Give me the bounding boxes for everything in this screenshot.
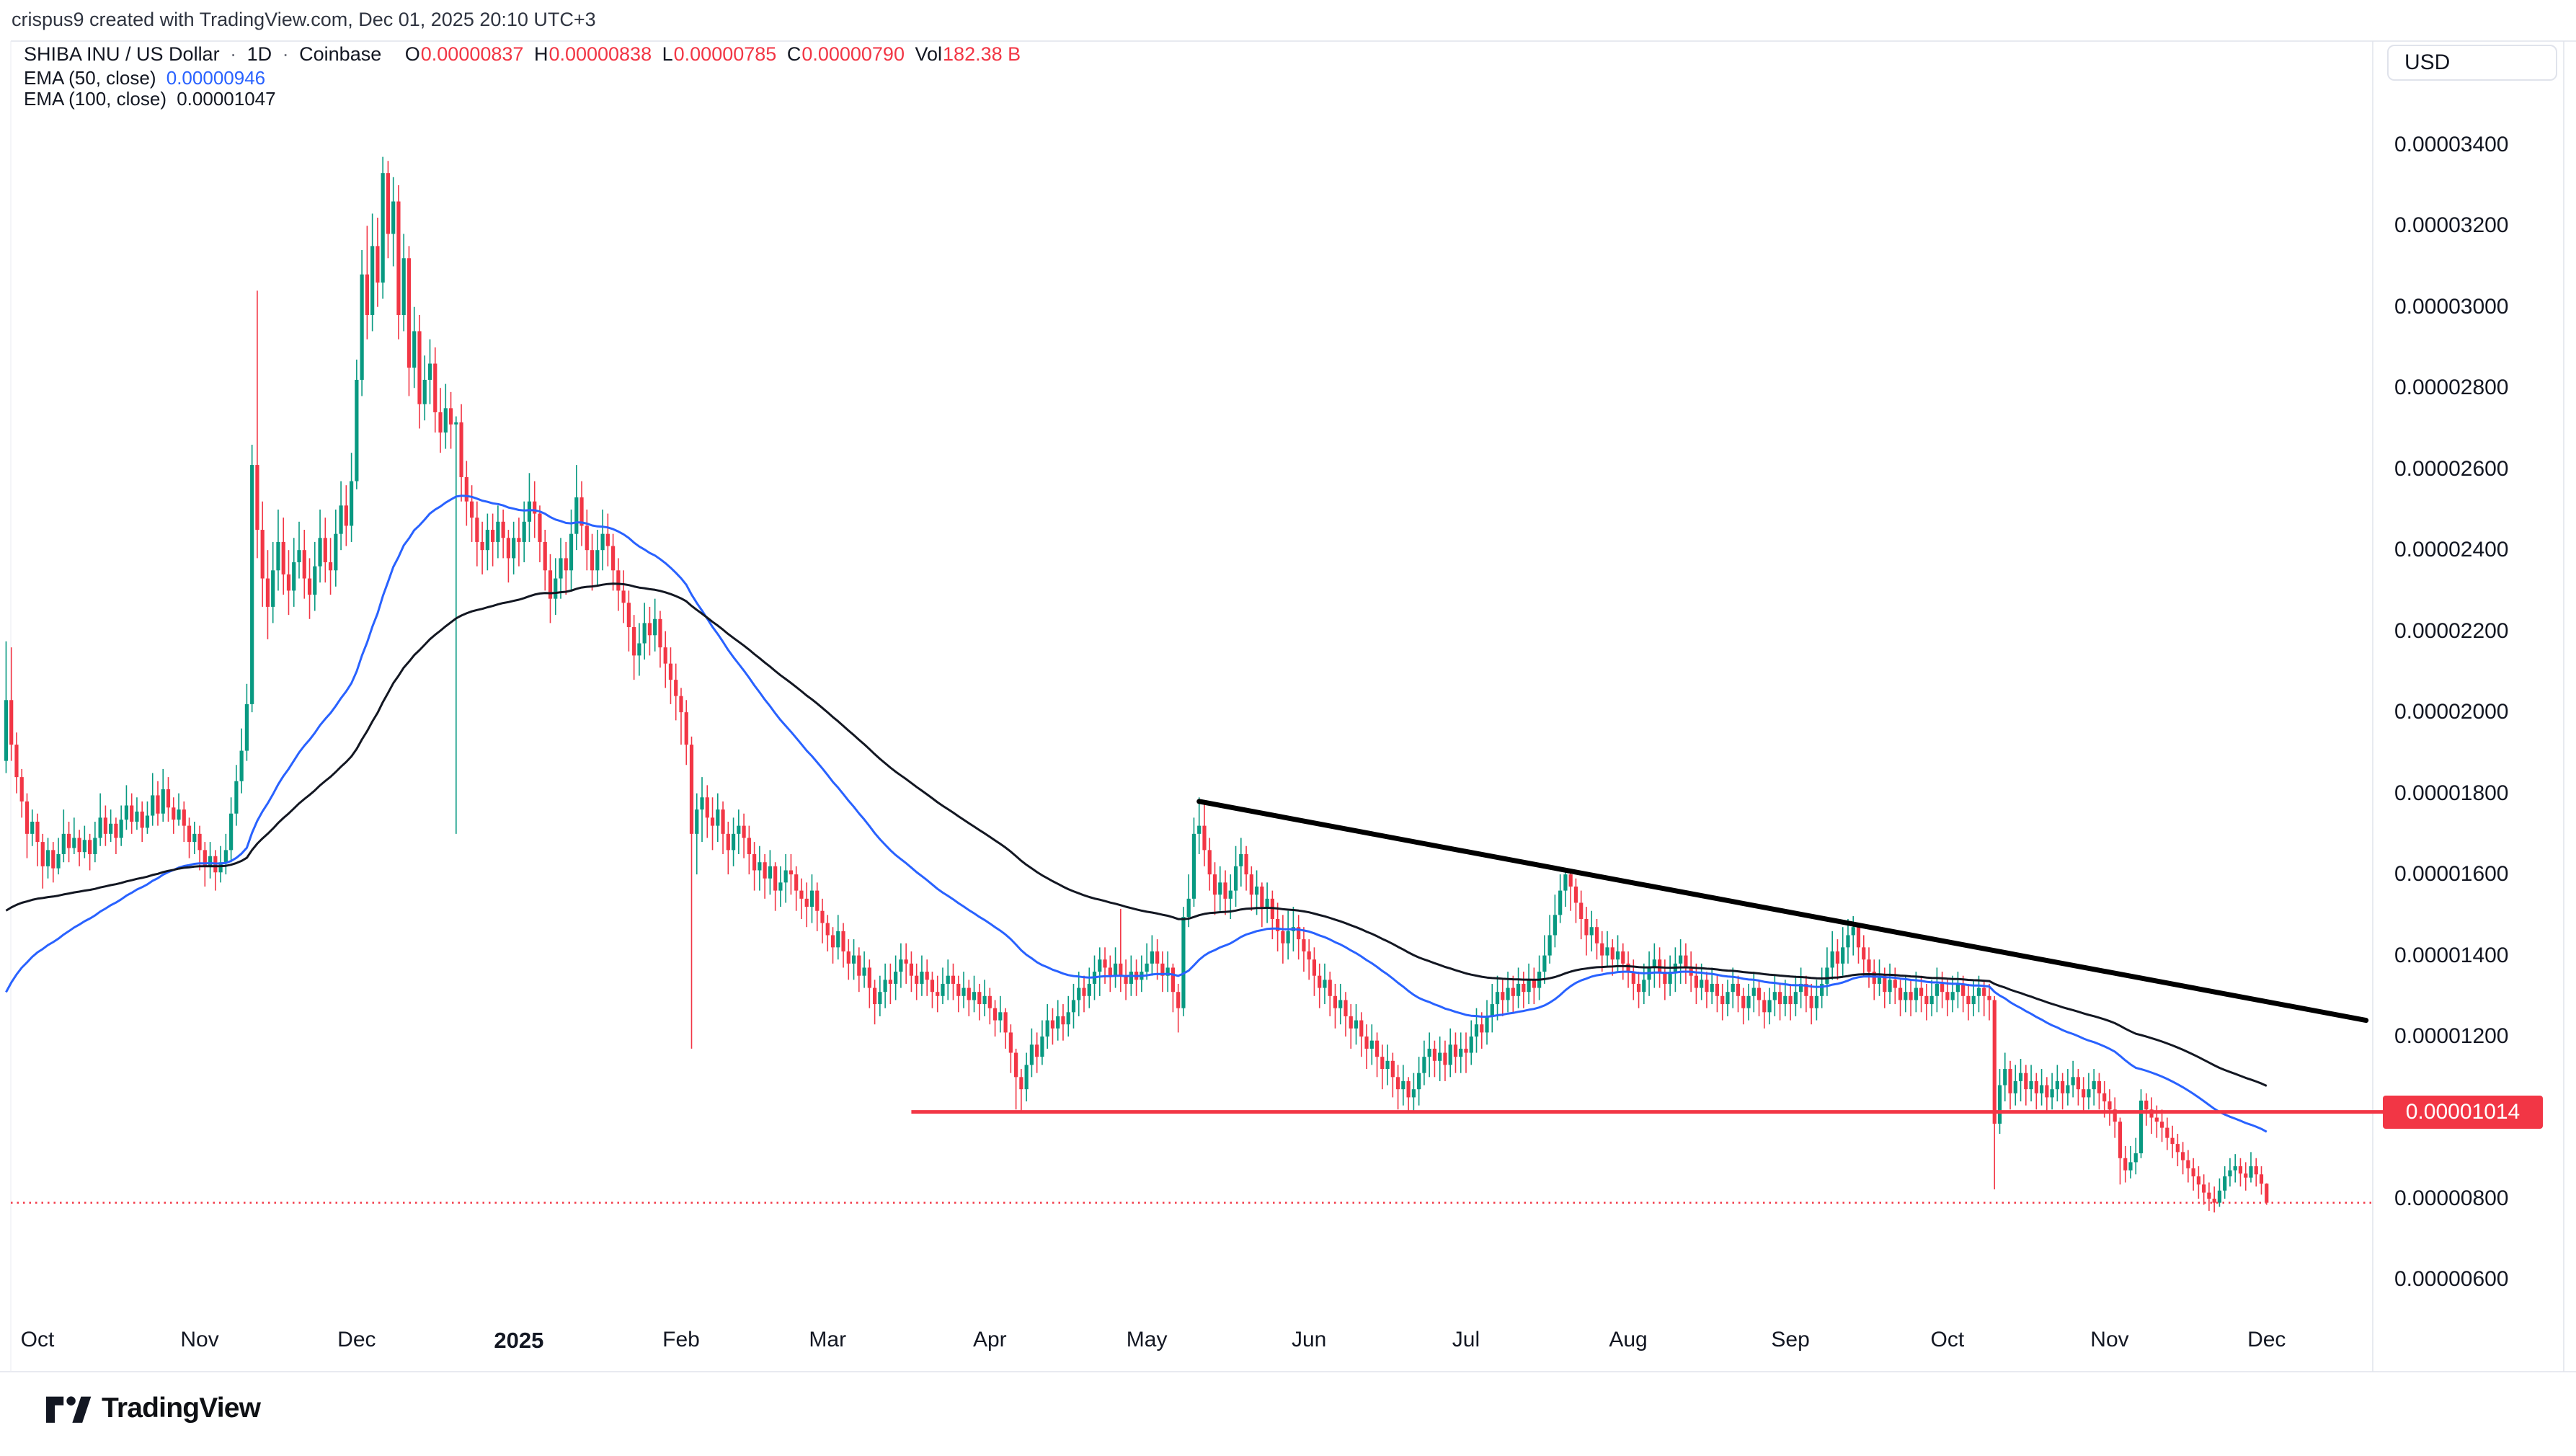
time-axis-label: Dec bbox=[337, 1328, 376, 1351]
volume-value: 182.38 B bbox=[943, 43, 1021, 65]
time-axis-label: Aug bbox=[1609, 1328, 1648, 1351]
price-axis-label: 0.00002600 bbox=[2394, 456, 2509, 481]
price-axis-label: 0.00002000 bbox=[2394, 700, 2509, 724]
time-axis-label: Oct bbox=[20, 1328, 55, 1351]
time-axis-label: Jul bbox=[1452, 1328, 1480, 1351]
price-axis-label: 0.00002400 bbox=[2394, 538, 2509, 562]
time-axis-label: Feb bbox=[662, 1328, 700, 1351]
ema100-legend-row[interactable]: EMA (100, close) 0.00001047 bbox=[24, 88, 281, 110]
time-axis-label: Oct bbox=[1930, 1328, 1965, 1351]
ema50-legend-row[interactable]: EMA (50, close) 0.00000946 bbox=[24, 67, 270, 89]
price-axis[interactable]: USD 0.00001014 0.00003400 0.00003200 0.000… bbox=[2373, 41, 2576, 1372]
low-value: 0.00000785 bbox=[673, 43, 777, 65]
time-axis-label: Apr bbox=[972, 1328, 1007, 1351]
separator: · bbox=[282, 43, 289, 65]
close-value: 0.00000790 bbox=[801, 43, 905, 65]
last-support-price-label: 0.00001014 bbox=[2383, 1095, 2543, 1129]
separator: · bbox=[230, 43, 237, 65]
price-axis-label: 0.00001200 bbox=[2394, 1024, 2509, 1049]
time-axis-label: Mar bbox=[809, 1328, 847, 1351]
volume-label: Vol bbox=[915, 43, 943, 65]
price-axis-label: 0.00000800 bbox=[2394, 1186, 2509, 1211]
ema50-label: EMA (50, close) bbox=[24, 67, 156, 89]
price-axis-label: 0.00001600 bbox=[2394, 862, 2509, 887]
symbol-title: SHIBA INU / US Dollar bbox=[24, 43, 220, 65]
high-label: H bbox=[533, 43, 548, 65]
ema100-label: EMA (100, close) bbox=[24, 88, 166, 110]
currency-button[interactable]: USD bbox=[2387, 45, 2557, 81]
high-value: 0.00000838 bbox=[548, 43, 652, 65]
price-axis-label: 0.00003200 bbox=[2394, 213, 2509, 238]
interval-label: 1D bbox=[247, 43, 272, 65]
trendline bbox=[1196, 799, 2369, 1024]
time-axis-label: Dec bbox=[2247, 1328, 2286, 1351]
price-axis-label: 0.00001800 bbox=[2394, 781, 2509, 805]
tradingview-logo-text: TradingView bbox=[102, 1393, 261, 1424]
close-label: C bbox=[786, 43, 801, 65]
time-axis-label: Nov bbox=[180, 1328, 219, 1351]
time-axis-label: May bbox=[1126, 1328, 1168, 1351]
price-axis-label: 0.00003400 bbox=[2394, 132, 2509, 156]
time-axis-label: Jun bbox=[1291, 1328, 1327, 1351]
price-axis-label: 0.00003000 bbox=[2394, 294, 2509, 319]
price-axis-label: 0.00002200 bbox=[2394, 618, 2509, 643]
symbol-legend-row[interactable]: SHIBA INU / US Dollar · 1D · Coinbase O0… bbox=[24, 43, 1026, 66]
tradingview-logo-icon bbox=[46, 1396, 92, 1423]
price-axis-label: 0.00000600 bbox=[2394, 1267, 2509, 1292]
time-axis-label: 2025 bbox=[494, 1328, 544, 1353]
watermark-text: crispus9 created with TradingView.com, D… bbox=[12, 9, 596, 30]
exchange-label: Coinbase bbox=[299, 43, 382, 65]
open-label: O bbox=[404, 43, 420, 65]
ema50-value: 0.00000946 bbox=[166, 67, 266, 89]
price-axis-label: 0.00001400 bbox=[2394, 943, 2509, 967]
open-value: 0.00000837 bbox=[420, 43, 524, 65]
ema100-line bbox=[5, 582, 2268, 1087]
ema100-value: 0.00001047 bbox=[177, 88, 276, 110]
price-axis-label: 0.00002800 bbox=[2394, 376, 2509, 400]
time-axis-label: Sep bbox=[1771, 1328, 1810, 1351]
tradingview-logo[interactable]: TradingView bbox=[46, 1393, 261, 1424]
time-axis-label: Nov bbox=[2090, 1328, 2129, 1351]
time-axis[interactable]: Oct Nov Dec 2025 Feb Mar Apr May Jun Jul Aug Sep Oct… bbox=[0, 1323, 2576, 1371]
low-label: L bbox=[662, 43, 673, 65]
ema50-line bbox=[5, 494, 2268, 1133]
